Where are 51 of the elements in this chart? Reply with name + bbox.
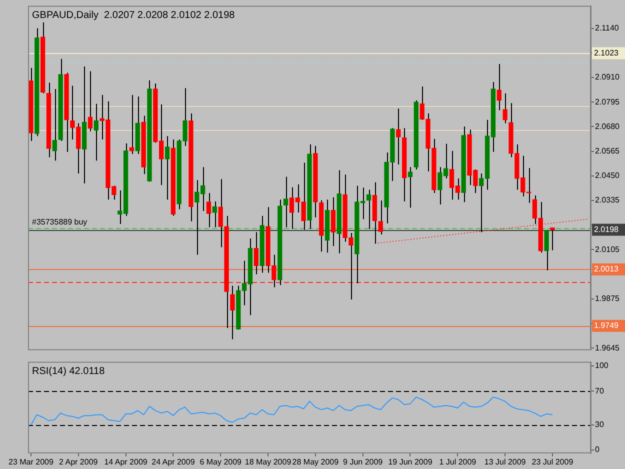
candlestick (396, 108, 401, 166)
candlestick (164, 136, 170, 200)
candlestick (94, 103, 98, 162)
candlestick (550, 227, 555, 251)
x-tick-label: 13 Jul 2009 (484, 457, 526, 466)
candlestick (283, 176, 288, 228)
y-tick-label: 2.0105 (595, 244, 620, 254)
x-tick-label: 1 Jul 2009 (439, 457, 477, 466)
x-tick-label: 14 Apr 2009 (104, 457, 148, 466)
y-tick-label: 2.0450 (595, 171, 620, 180)
x-tick-label: 23 Mar 2009 (8, 457, 54, 466)
x-tick-label: 2 Apr 2009 (59, 457, 98, 466)
y-tick-label: 2.0910 (595, 72, 620, 82)
candlestick (230, 285, 235, 340)
candlestick (502, 92, 508, 124)
y-tick-label: 70 (595, 386, 604, 396)
x-tick-label: 28 May 2009 (292, 457, 340, 466)
y-tick-label: 1.9645 (595, 343, 620, 352)
candlestick (52, 88, 57, 162)
y-tick-label: 2.0680 (595, 122, 620, 131)
x-tick-label: 19 Jun 2009 (388, 457, 433, 466)
ref-line-label: 1.9749 (594, 321, 620, 330)
y-tick-label: 100 (595, 361, 609, 370)
candlestick (366, 189, 372, 230)
candlestick (378, 200, 383, 235)
ref-line-label: 2.0013 (594, 264, 620, 274)
x-tick-label: 24 Apr 2009 (152, 457, 196, 466)
y-tick-label: 30 (595, 420, 604, 430)
x-tick-label: 23 Jul 2009 (532, 457, 574, 466)
ref-line-label: 2.0198 (594, 224, 620, 234)
x-tick-label: 18 May 2009 (244, 457, 292, 466)
y-tick-label: 2.1140 (595, 23, 620, 32)
candlestick (212, 200, 218, 228)
candlestick (330, 196, 336, 247)
candlestick (544, 229, 549, 271)
chart-title: GBPAUD,Daily 2.0207 2.0208 2.0102 2.0198 (32, 10, 236, 21)
ref-line-label: 2.1023 (594, 48, 620, 58)
y-tick-label: 0 (595, 445, 600, 454)
candlestick (254, 232, 258, 275)
y-tick-label: 2.0335 (595, 196, 620, 205)
y-tick-label: 2.0795 (595, 97, 620, 106)
candlestick (88, 70, 93, 132)
candlestick (408, 166, 413, 208)
candlestick (496, 63, 502, 111)
ref-line-label: #35735889 buy (32, 217, 88, 226)
chart-title: RSI(14) 42.0118 (32, 366, 106, 377)
candlestick (206, 192, 212, 228)
x-tick-label: 6 May 2009 (200, 457, 242, 466)
y-tick-label: 1.9875 (595, 294, 620, 304)
x-tick-label: 9 Jun 2009 (343, 457, 384, 466)
y-tick-label: 2.0565 (595, 146, 620, 156)
